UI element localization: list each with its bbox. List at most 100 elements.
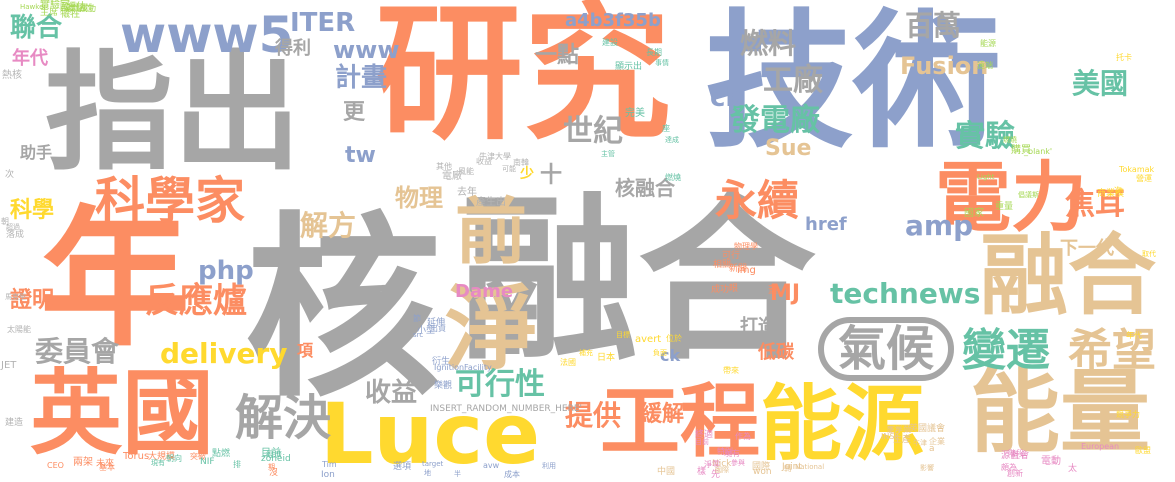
small-word: 基本 <box>99 463 115 472</box>
small-word: 現有 <box>724 449 740 458</box>
small-word: 選項 <box>393 462 412 472</box>
small-word: 燃燒 <box>665 173 681 182</box>
small-word: 落成 <box>6 230 25 240</box>
small-word: 階段 <box>1008 449 1024 458</box>
small-word: 事情 <box>655 59 669 67</box>
small-word: 馬克型 <box>5 293 26 301</box>
word-xiayidai: 下一代 <box>1060 238 1114 259</box>
small-word: Light <box>977 173 995 181</box>
small-word: Nick <box>712 459 732 469</box>
small-word: zoneid <box>261 454 291 464</box>
small-word: 新聞 <box>729 264 748 274</box>
word-delivery: delivery <box>160 337 288 370</box>
small-word: 特別 <box>717 447 733 456</box>
word-niandai: 年代 <box>12 48 48 69</box>
small-word: won <box>753 467 772 477</box>
small-word: a <box>929 444 935 454</box>
small-word: 座 <box>662 124 670 133</box>
small-word: 可能 <box>502 165 516 173</box>
small-word: 相關 <box>713 260 732 270</box>
word-href: href <box>805 214 847 235</box>
small-word: 中國 <box>657 467 676 477</box>
word-kexingxing: 可行性 <box>455 367 545 402</box>
small-word: 現有 <box>151 459 165 467</box>
small-word: 顯示出 <box>615 62 643 72</box>
small-word: 延伸 <box>427 318 446 328</box>
small-word: 營運 <box>1136 174 1152 183</box>
word-insert: INSERT_RANDOM_NUMBER_HERE' <box>430 404 583 414</box>
small-word: 目前 <box>261 448 281 459</box>
small-word: 熱核 <box>2 70 22 81</box>
small-word: 牛津 <box>913 439 927 447</box>
small-word: 倡議斯 <box>1018 191 1039 199</box>
small-word: 實驗室 <box>40 0 70 11</box>
small-word: 創新 <box>1007 469 1023 478</box>
small-word: 能力 <box>887 426 901 434</box>
word-dazao: 打造 <box>740 316 776 337</box>
small-word: 衍生 <box>432 357 451 367</box>
small-word: 電動 <box>1041 456 1061 467</box>
small-word: 建設 <box>602 38 618 47</box>
small-word: 重量 <box>995 202 1014 212</box>
word-nengliang: 能量 <box>970 360 1150 465</box>
small-word: 國家 <box>964 208 984 219</box>
small-word: 先 <box>711 470 721 480</box>
word-zhengming: 證明 <box>10 288 55 313</box>
word-weiyuanhui: 委員會 <box>35 335 120 368</box>
word-shi: 十 <box>540 163 563 188</box>
small-word: 太 <box>1068 464 1078 474</box>
small-word: 半 <box>454 470 461 478</box>
word-jiejue: 解決 <box>235 390 332 446</box>
small-word: 突破 <box>190 452 206 461</box>
small-word: 成本 <box>504 470 520 479</box>
word-nian: 年 <box>40 193 191 367</box>
word-xiwang: 希望 <box>1068 325 1156 376</box>
word-cb: cb <box>710 83 745 113</box>
small-word: 帶來 <box>723 366 739 375</box>
word-zhichu: 指出 <box>45 39 302 188</box>
small-word: 太陽能 <box>7 325 31 334</box>
small-word: IgnitionFacility <box>434 363 492 372</box>
small-word: _blank' <box>1024 147 1053 156</box>
small-word: 商業模 <box>1097 189 1125 199</box>
small-word: target <box>422 460 444 468</box>
word-jing: 淨 <box>445 276 538 383</box>
word-ranliao: 燃料 <box>740 27 797 60</box>
small-word: 國際 <box>752 462 771 472</box>
word-ronghe: 融合 <box>460 177 816 384</box>
small-word: 朝向 <box>166 454 182 463</box>
small-word: 目前 <box>695 438 709 446</box>
small-word: 淨零 <box>704 460 720 469</box>
small-word: 大規模 <box>148 452 176 462</box>
small-word: 沒 <box>269 468 279 478</box>
small-word: Hawker <box>20 3 47 11</box>
word-shiyan: 實驗 <box>955 119 1015 154</box>
word-sue: Sue <box>765 136 812 161</box>
small-word: 達成 <box>665 136 679 144</box>
small-word: NIF <box>200 457 215 467</box>
small-word: 次 <box>1114 186 1122 195</box>
small-word: 點燃 <box>212 449 231 459</box>
word-dame: Dame <box>455 281 514 302</box>
small-word: 樂觀 <box>434 381 453 391</box>
small-word: 作為 <box>735 432 751 441</box>
word-hexronghe: 核融合 <box>615 176 675 200</box>
small-word: 實驗性 <box>67 4 95 14</box>
word-yingguo: 英國 <box>30 360 215 467</box>
small-word: 下半葉 <box>887 425 911 434</box>
word-baiwan: 百萬 <box>905 9 962 42</box>
small-word: src <box>413 331 424 339</box>
word-iter: ITER <box>290 8 356 38</box>
word-shiji: 世紀 <box>563 114 623 149</box>
small-word: 成功 <box>711 285 730 295</box>
small-word: 成功 <box>80 4 96 13</box>
small-word: Ion <box>321 470 335 480</box>
small-word: Joint <box>782 462 802 472</box>
small-word: 目標 <box>616 331 630 339</box>
small-word: 小型 <box>417 326 436 336</box>
small-word: 超過 <box>6 223 20 231</box>
word-lianhe: 聯合 <box>10 13 63 43</box>
small-word: 去年 <box>457 187 477 198</box>
small-word: 產生出 <box>476 197 506 208</box>
small-word: INSE <box>881 432 900 441</box>
